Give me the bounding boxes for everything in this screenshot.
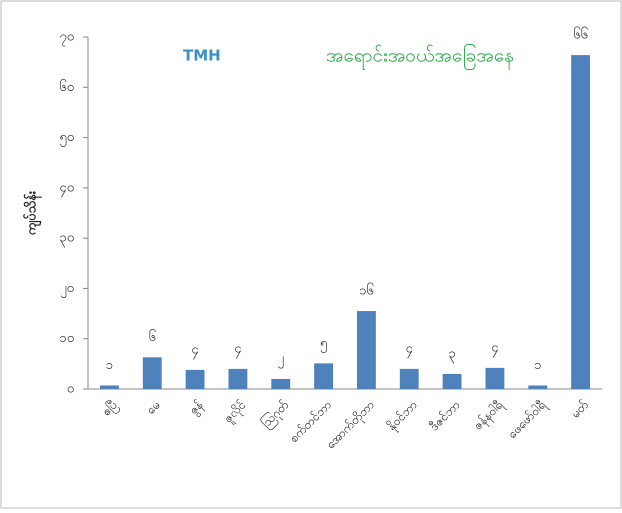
value-label: ၅	[320, 336, 327, 353]
bar	[571, 55, 591, 390]
y-tick-label: ၇၀	[59, 30, 74, 47]
value-label: ၁၆	[359, 283, 374, 299]
bar	[99, 385, 119, 389]
bar	[271, 378, 291, 389]
bar	[142, 357, 162, 389]
y-tick-label: ၂၀	[60, 281, 74, 298]
value-label: ၁	[106, 358, 113, 373]
y-tick-label: ၀	[67, 382, 74, 397]
logo: TMH	[183, 47, 221, 65]
y-tick-label: ၄၀	[59, 180, 74, 197]
bar	[485, 367, 505, 389]
bar	[442, 373, 462, 389]
y-axis-label: ကျပ်သိန်း	[23, 190, 43, 235]
y-tick-label: ၅၀	[59, 130, 74, 147]
bar	[185, 369, 205, 389]
bar	[399, 368, 419, 389]
y-tick-label: ၁၀	[59, 331, 74, 346]
value-label: ၆၆	[573, 27, 588, 43]
value-label: ၄	[191, 342, 199, 359]
value-label: ၂	[278, 351, 284, 368]
value-label: ၃	[448, 346, 455, 363]
y-tick-label: ၃၀	[59, 231, 74, 248]
chart-title: အရောင်းအဝယ်အခြေအနေ	[326, 43, 514, 71]
value-label: ၄	[491, 340, 499, 357]
bar	[528, 385, 548, 389]
value-label: ၁	[534, 358, 541, 373]
y-tick-label: ၆၀	[59, 79, 74, 95]
value-label: ၆	[149, 329, 156, 345]
bar	[356, 311, 376, 389]
bar	[228, 368, 248, 389]
bar	[314, 363, 334, 389]
value-label: ၄	[406, 341, 414, 358]
value-label: ၄	[234, 341, 242, 358]
